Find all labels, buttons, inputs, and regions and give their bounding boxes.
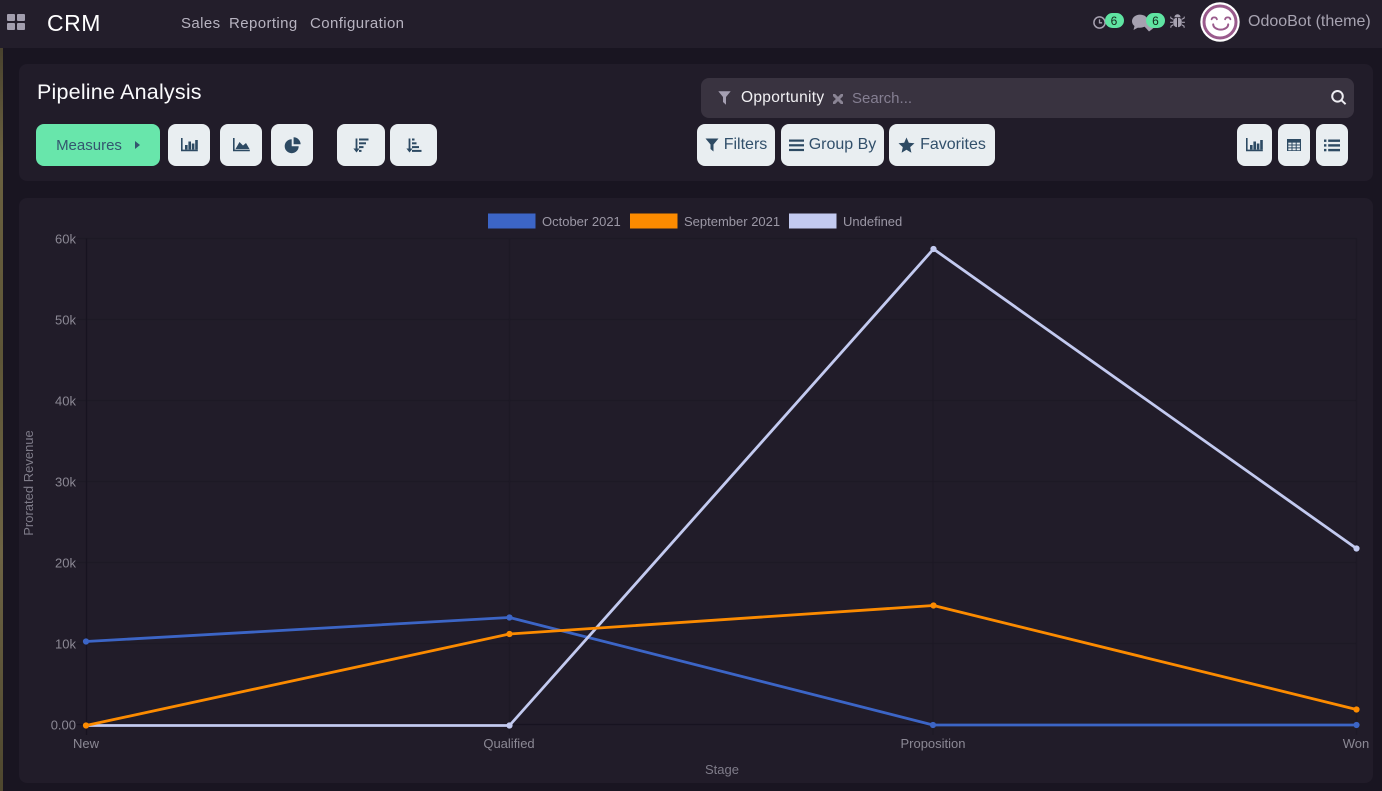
svg-text:October 2021: October 2021	[542, 214, 621, 229]
svg-text:20k: 20k	[55, 556, 76, 571]
svg-text:60k: 60k	[55, 232, 76, 247]
svg-text:Qualified: Qualified	[483, 736, 534, 751]
svg-text:10k: 10k	[55, 637, 76, 652]
svg-text:0.00: 0.00	[51, 718, 76, 733]
svg-text:40k: 40k	[55, 394, 76, 409]
svg-text:Proposition: Proposition	[900, 736, 965, 751]
svg-text:30k: 30k	[55, 475, 76, 490]
svg-text:Stage: Stage	[705, 762, 739, 777]
svg-text:September 2021: September 2021	[684, 214, 780, 229]
svg-text:Prorated Revenue: Prorated Revenue	[21, 430, 36, 536]
svg-text:New: New	[73, 736, 100, 751]
svg-text:Undefined: Undefined	[843, 214, 902, 229]
svg-text:Won: Won	[1343, 736, 1370, 751]
svg-text:50k: 50k	[55, 313, 76, 328]
